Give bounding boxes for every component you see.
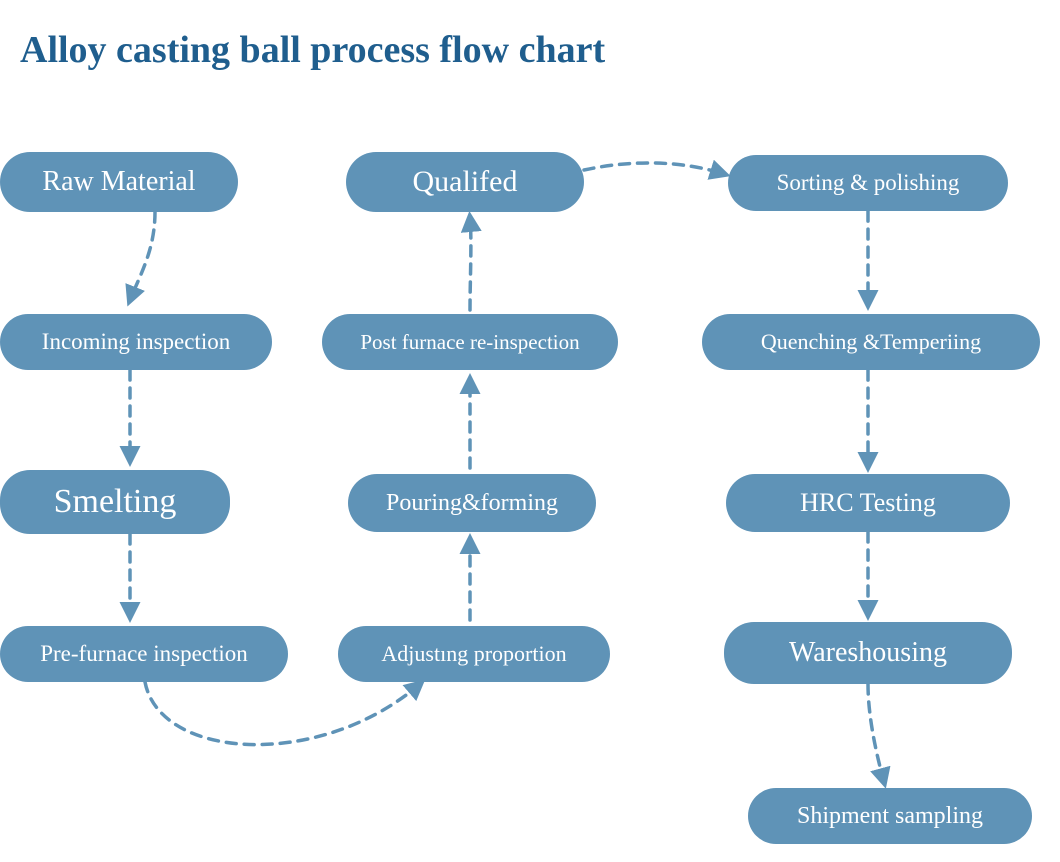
arrow-layer xyxy=(0,0,1060,862)
node-postfurn: Post furnace re-inspection xyxy=(322,314,618,370)
node-pouring: Pouring&forming xyxy=(348,474,596,532)
node-hrc: HRC Testing xyxy=(726,474,1010,532)
node-qualified: Qualifed xyxy=(346,152,584,212)
node-smelting: Smelting xyxy=(0,470,230,534)
flowchart-canvas: Alloy casting ball process flow chart Ra… xyxy=(0,0,1060,862)
arrow-qualified xyxy=(584,163,724,174)
node-quench: Quenching &Temperiing xyxy=(702,314,1040,370)
node-raw: Raw Material xyxy=(0,152,238,212)
node-warehouse: Wareshousing xyxy=(724,622,1012,684)
arrow-postfurn xyxy=(470,218,471,310)
arrow-raw xyxy=(130,212,155,300)
node-incoming: Incoming inspection xyxy=(0,314,272,370)
node-adjust: Adjustıng proportion xyxy=(338,626,610,682)
arrow-prefurn xyxy=(145,682,420,745)
node-sorting: Sorting & polishing xyxy=(728,155,1008,211)
node-prefurn: Pre-furnace inspection xyxy=(0,626,288,682)
arrow-warehouse xyxy=(868,684,884,782)
page-title: Alloy casting ball process flow chart xyxy=(20,28,605,72)
node-shipment: Shipment sampling xyxy=(748,788,1032,844)
